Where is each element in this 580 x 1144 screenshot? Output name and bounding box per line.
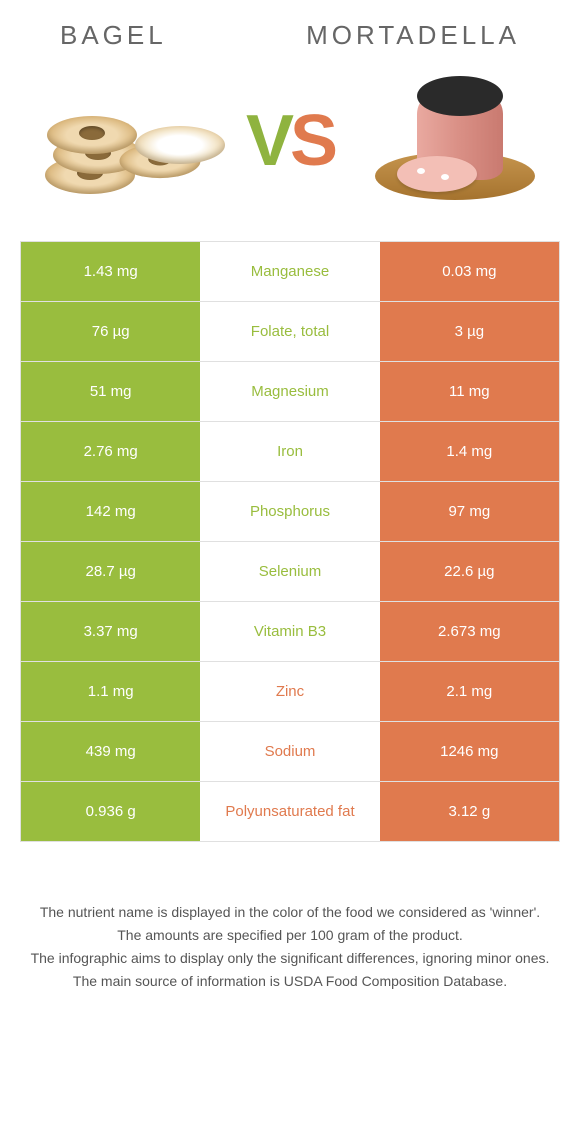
right-value-cell: 3.12 g	[380, 782, 559, 841]
left-food-title: Bagel	[60, 20, 167, 51]
right-value-cell: 3 µg	[380, 302, 559, 361]
left-value-cell: 1.43 mg	[21, 242, 200, 301]
footnote-line: The amounts are specified per 100 gram o…	[30, 925, 550, 946]
vs-v: V	[246, 100, 290, 182]
footnote-line: The nutrient name is displayed in the co…	[30, 902, 550, 923]
left-value-cell: 142 mg	[21, 482, 200, 541]
table-row: 28.7 µgSelenium22.6 µg	[21, 542, 559, 602]
table-row: 2.76 mgIron1.4 mg	[21, 422, 559, 482]
table-row: 76 µgFolate, total3 µg	[21, 302, 559, 362]
mortadella-image	[360, 71, 550, 211]
right-value-cell: 1246 mg	[380, 722, 559, 781]
left-value-cell: 76 µg	[21, 302, 200, 361]
right-food-title: Mortadella	[306, 20, 520, 51]
right-value-cell: 2.673 mg	[380, 602, 559, 661]
left-value-cell: 28.7 µg	[21, 542, 200, 601]
right-value-cell: 22.6 µg	[380, 542, 559, 601]
nutrient-name-cell: Iron	[200, 422, 379, 481]
vs-s: S	[290, 100, 334, 182]
footnote-line: The main source of information is USDA F…	[30, 971, 550, 992]
table-row: 3.37 mgVitamin B32.673 mg	[21, 602, 559, 662]
nutrient-name-cell: Polyunsaturated fat	[200, 782, 379, 841]
nutrient-name-cell: Phosphorus	[200, 482, 379, 541]
table-row: 1.43 mgManganese0.03 mg	[21, 242, 559, 302]
title-row: Bagel Mortadella	[20, 10, 560, 51]
footnote-line: The infographic aims to display only the…	[30, 948, 550, 969]
right-value-cell: 2.1 mg	[380, 662, 559, 721]
left-value-cell: 3.37 mg	[21, 602, 200, 661]
nutrient-name-cell: Folate, total	[200, 302, 379, 361]
left-value-cell: 0.936 g	[21, 782, 200, 841]
nutrient-name-cell: Selenium	[200, 542, 379, 601]
left-value-cell: 1.1 mg	[21, 662, 200, 721]
right-value-cell: 1.4 mg	[380, 422, 559, 481]
left-value-cell: 439 mg	[21, 722, 200, 781]
bagel-image	[30, 71, 220, 211]
comparison-table: 1.43 mgManganese0.03 mg76 µgFolate, tota…	[20, 241, 560, 842]
nutrient-name-cell: Zinc	[200, 662, 379, 721]
vs-label: VS	[246, 100, 334, 182]
table-row: 51 mgMagnesium11 mg	[21, 362, 559, 422]
nutrient-name-cell: Sodium	[200, 722, 379, 781]
left-value-cell: 51 mg	[21, 362, 200, 421]
table-row: 1.1 mgZinc2.1 mg	[21, 662, 559, 722]
right-value-cell: 11 mg	[380, 362, 559, 421]
hero-row: VS	[20, 51, 560, 241]
left-value-cell: 2.76 mg	[21, 422, 200, 481]
footnotes: The nutrient name is displayed in the co…	[30, 902, 550, 994]
right-value-cell: 0.03 mg	[380, 242, 559, 301]
table-row: 439 mgSodium1246 mg	[21, 722, 559, 782]
right-value-cell: 97 mg	[380, 482, 559, 541]
nutrient-name-cell: Magnesium	[200, 362, 379, 421]
nutrient-name-cell: Manganese	[200, 242, 379, 301]
table-row: 0.936 gPolyunsaturated fat3.12 g	[21, 782, 559, 842]
nutrient-name-cell: Vitamin B3	[200, 602, 379, 661]
table-row: 142 mgPhosphorus97 mg	[21, 482, 559, 542]
